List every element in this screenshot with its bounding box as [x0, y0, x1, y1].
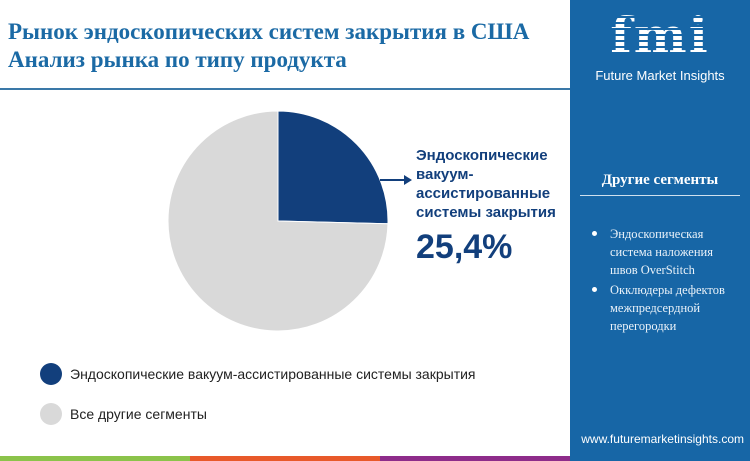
segment-list: Эндоскопическая система наложения швов O… [592, 225, 742, 337]
legend-label: Эндоскопические вакуум-ассистированные с… [70, 366, 476, 382]
pie-chart [167, 110, 412, 332]
bar-purple [380, 456, 570, 461]
annotation-line: системы закрытия [416, 204, 556, 221]
segment-item: Эндоскопическая система наложения швов O… [592, 225, 742, 279]
bar-green [0, 456, 190, 461]
segment-item: Окклюдеры дефектов межпредсердной перего… [592, 281, 742, 335]
color-bar [0, 456, 570, 461]
title-line-1: Рынок эндоскопических систем закрытия в … [8, 19, 530, 44]
header-divider [0, 88, 570, 90]
annotation-line: вакуум- [416, 166, 474, 183]
annotation-label: Эндоскопические вакуум- ассистированные … [416, 146, 556, 222]
legend-item: Все другие сегменты [40, 402, 476, 426]
sidebar: fmi Future Market Insights Другие сегмен… [570, 0, 750, 461]
website-link[interactable]: www.futuremarketinsights.com [581, 432, 744, 446]
annotation-line: ассистированные [416, 185, 551, 202]
pie-slice-1 [167, 110, 389, 332]
legend-label: Все другие сегменты [70, 406, 207, 422]
fmi-logo: fmi Future Market Insights [570, 6, 750, 83]
sidebar-divider [580, 195, 740, 196]
brand-name: Future Market Insights [595, 68, 725, 83]
legend-item: Эндоскопические вакуум-ассистированные с… [40, 362, 476, 386]
sidebar-heading: Другие сегменты [601, 172, 719, 188]
legend-swatch [40, 363, 62, 385]
title-line-2: Анализ рынка по типу продукта [8, 47, 347, 72]
logo-mark: fmi [570, 6, 750, 66]
annotation-value: 25,4% [416, 228, 513, 266]
annotation-line: Эндоскопические [416, 147, 548, 164]
bar-orange [190, 456, 380, 461]
page-title: Рынок эндоскопических систем закрытия в … [8, 18, 529, 74]
pie-slice-0 [277, 110, 389, 225]
annotation-arrow-icon [404, 175, 412, 185]
legend-swatch [40, 403, 62, 425]
legend: Эндоскопические вакуум-ассистированные с… [40, 362, 476, 442]
